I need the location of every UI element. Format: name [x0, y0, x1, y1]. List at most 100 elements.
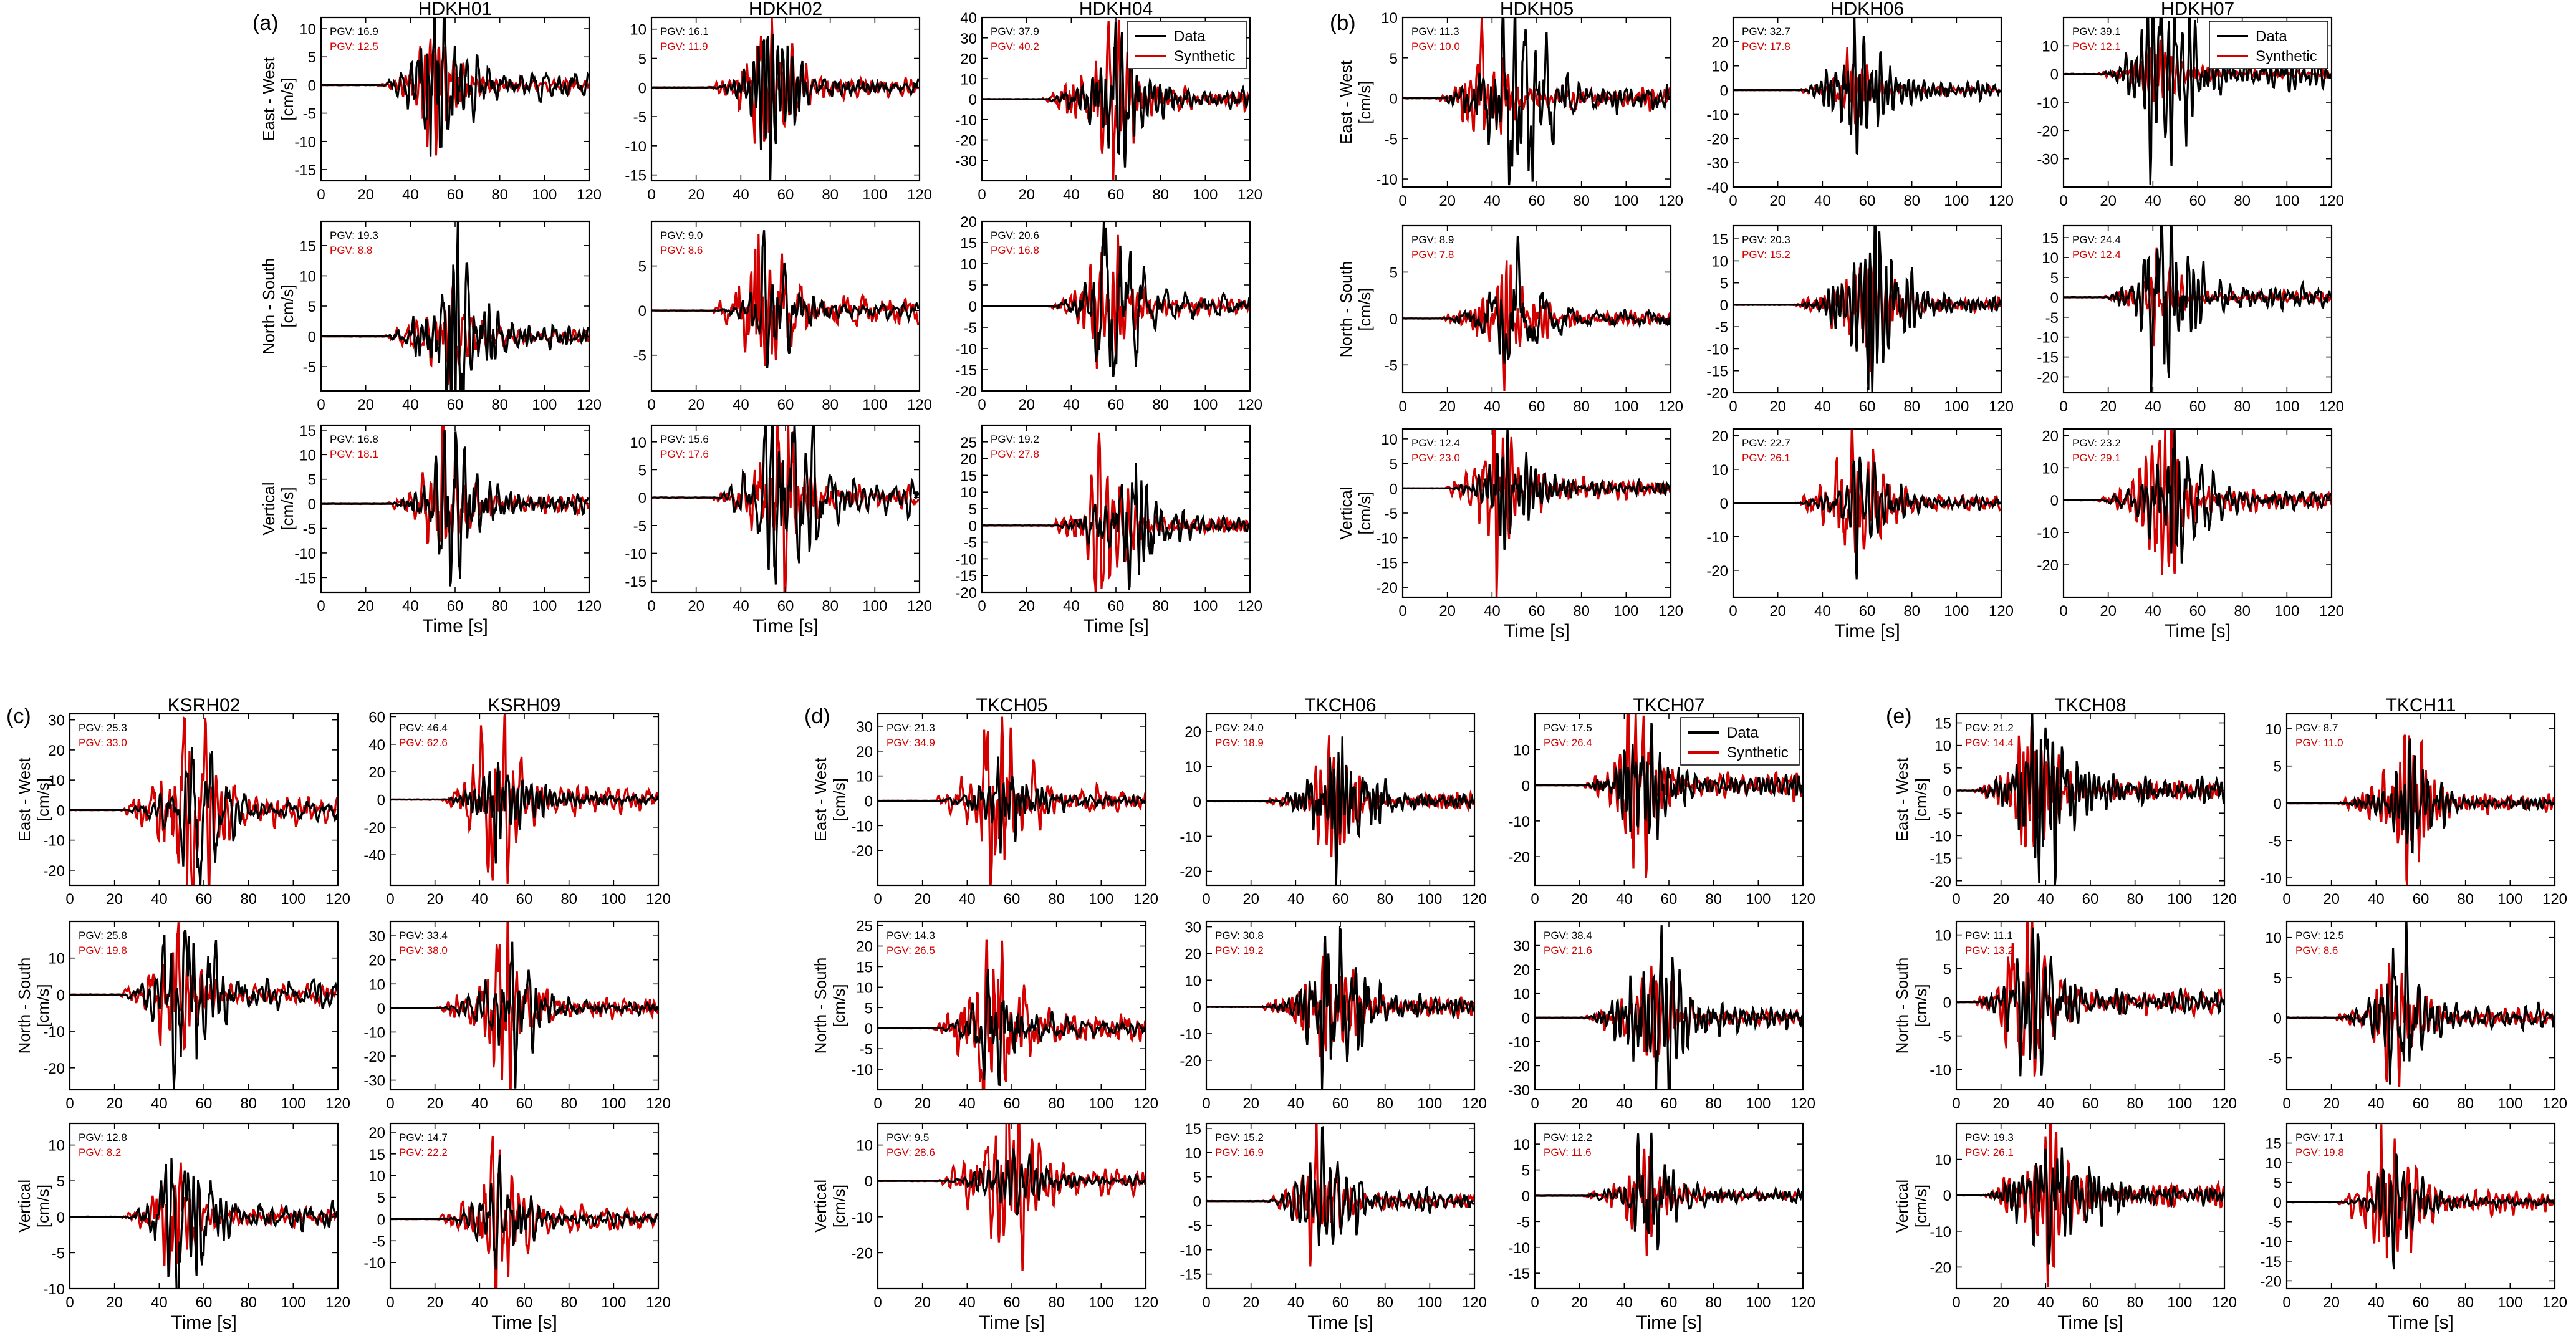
y-tick-label: -10 — [1508, 814, 1530, 830]
x-tick-label: 100 — [1089, 1294, 1113, 1311]
pgv-synthetic-label: PGV: 18.1 — [330, 448, 378, 460]
x-tick-label: 0 — [317, 396, 325, 413]
component-label: East - West [cm/s] — [1337, 60, 1374, 144]
x-tick-label: 100 — [1089, 1095, 1113, 1112]
y-tick-label: -5 — [303, 521, 316, 538]
y-tick-label: -20 — [851, 843, 873, 860]
pgv-data-label: PGV: 23.2 — [2072, 437, 2121, 449]
y-tick-label: -20 — [1930, 1259, 1951, 1276]
component-label: East - West [cm/s] — [259, 57, 297, 141]
waveform-panel: -20 -15 -10 -5 0 5 10 15 0 20 40 60 80 100 120 PGV: 17.… — [2260, 1122, 2567, 1333]
x-tick-label: 40 — [959, 1095, 976, 1112]
x-tick-label: 20 — [426, 891, 443, 908]
data-trace — [2287, 921, 2555, 1085]
x-tick-label: 60 — [1529, 193, 1545, 209]
x-tick-label: 100 — [1944, 398, 1969, 415]
y-tick-label: 10 — [48, 772, 65, 789]
x-tick-label: 20 — [688, 396, 704, 413]
y-tick-label: 10 — [1711, 253, 1728, 270]
waveform-panel: -20 -10 0 10 20 0 20 40 60 80 100 120 PGV: 23.2 PGV: … — [2037, 428, 2344, 642]
component-name: Vertical — [811, 1180, 830, 1233]
pgv-data-label: PGV: 24.0 — [1215, 722, 1264, 734]
y-tick-label: -10 — [363, 1024, 385, 1041]
y-tick-label: -20 — [1706, 563, 1728, 580]
y-tick-label: 10 — [2265, 1155, 2282, 1172]
y-tick-label: 30 — [1513, 938, 1530, 955]
x-tick-label: 0 — [2282, 1294, 2290, 1311]
component-unit: [cm/s] — [278, 284, 297, 327]
x-tick-label: 40 — [1616, 1095, 1633, 1112]
component-unit: [cm/s] — [1911, 1185, 1930, 1228]
y-tick-label: -5 — [1517, 1214, 1530, 1231]
y-tick-label: 20 — [368, 1125, 385, 1141]
x-tick-label: 80 — [491, 186, 508, 203]
y-tick-label: -10 — [625, 138, 646, 155]
y-tick-label: 0 — [308, 496, 316, 513]
y-tick-label: 10 — [1185, 759, 1201, 776]
x-tick-label: 120 — [577, 186, 602, 203]
x-tick-label: 20 — [1242, 891, 1259, 908]
x-tick-label: 0 — [873, 891, 882, 908]
x-tick-label: 0 — [65, 1095, 74, 1112]
x-tick-label: 40 — [2368, 1294, 2385, 1311]
x-tick-label: 120 — [2542, 1294, 2567, 1311]
y-tick-label: 15 — [2265, 1136, 2282, 1153]
waveform-panel: -10 -5 0 5 10 15 20 25 0 20 40 60 80 100 120 PGV: 14.3 P… — [811, 918, 1158, 1112]
x-tick-label: 120 — [577, 396, 602, 413]
waveform-panel: -20 -15 -10 -5 0 5 10 15 0 20 40 60 80 100 120 PGV: 24.… — [2037, 224, 2344, 415]
component-label: East - West [cm/s] — [15, 757, 52, 842]
x-tick-label: 40 — [402, 186, 419, 203]
x-tick-label: 100 — [601, 1294, 626, 1311]
waveform-panel: -20 -15 -10 -5 0 5 10 15 0 20 40 60 80 100 120 PGV: 20.… — [1706, 224, 2014, 415]
pgv-synthetic-label: PGV: 18.9 — [1215, 737, 1264, 749]
x-tick-label: 20 — [1571, 1294, 1588, 1311]
y-tick-label: -10 — [1706, 529, 1728, 546]
x-tick-label: 80 — [1377, 891, 1393, 908]
y-tick-label: -5 — [1385, 131, 1398, 148]
y-tick-label: 10 — [368, 1168, 385, 1185]
y-tick-label: -10 — [955, 551, 977, 568]
component-name: East - West — [15, 757, 34, 842]
x-tick-label: 60 — [196, 891, 213, 908]
component-name: Vertical — [15, 1180, 34, 1233]
x-tick-label: 60 — [1332, 1095, 1349, 1112]
component-unit: [cm/s] — [34, 984, 52, 1027]
y-tick-label: 0 — [1720, 297, 1728, 314]
y-tick-label: -5 — [303, 106, 316, 123]
y-tick-label: -10 — [294, 545, 316, 562]
y-tick-label: -15 — [625, 168, 646, 185]
legend-synthetic-label: Synthetic — [1727, 744, 1789, 761]
pgv-synthetic-label: PGV: 12.1 — [2072, 41, 2121, 52]
component-unit: [cm/s] — [1355, 287, 1374, 330]
x-tick-label: 80 — [1705, 891, 1722, 908]
y-tick-label: -20 — [1930, 873, 1951, 890]
y-tick-label: 10 — [1185, 1145, 1201, 1162]
x-tick-label: 20 — [1242, 1095, 1259, 1112]
data-trace — [1535, 723, 1803, 840]
waveform-panel: -15 -10 -5 0 5 10 15 0 20 40 60 80 100 120 PGV: 15.2 PG… — [1180, 1121, 1487, 1333]
x-tick-label: 120 — [1133, 1294, 1158, 1311]
data-trace — [1403, 236, 1671, 364]
pgv-data-label: PGV: 8.7 — [2295, 722, 2338, 734]
y-tick-label: -20 — [43, 1060, 65, 1077]
y-tick-label: -40 — [1706, 180, 1728, 196]
x-tick-label: 60 — [777, 186, 794, 203]
y-tick-label: -30 — [2037, 151, 2059, 168]
waveform-panel: -5 0 5 10 15 0 20 40 60 80 100 120 PGV: 19.3 PGV: 8.8… — [259, 220, 602, 413]
pgv-data-label: PGV: 37.9 — [991, 26, 1039, 37]
y-tick-label: 15 — [1934, 715, 1951, 732]
y-tick-label: -15 — [294, 570, 316, 587]
waveform-panel: -40 -30 -20 -10 0 10 20 0 20 40 60 80 100 120 PGV: 32.… — [1706, 16, 2014, 209]
y-tick-label: 0 — [2274, 1010, 2282, 1027]
x-tick-label: 60 — [196, 1095, 213, 1112]
y-tick-label: -10 — [43, 833, 65, 850]
x-tick-label: 0 — [2059, 603, 2067, 620]
y-tick-label: 5 — [2274, 970, 2282, 987]
pgv-data-label: PGV: 14.3 — [887, 930, 935, 941]
legend-box — [1680, 717, 1800, 766]
data-trace — [390, 941, 658, 1089]
y-tick-label: 15 — [856, 959, 873, 976]
y-tick-label: -20 — [955, 133, 977, 150]
